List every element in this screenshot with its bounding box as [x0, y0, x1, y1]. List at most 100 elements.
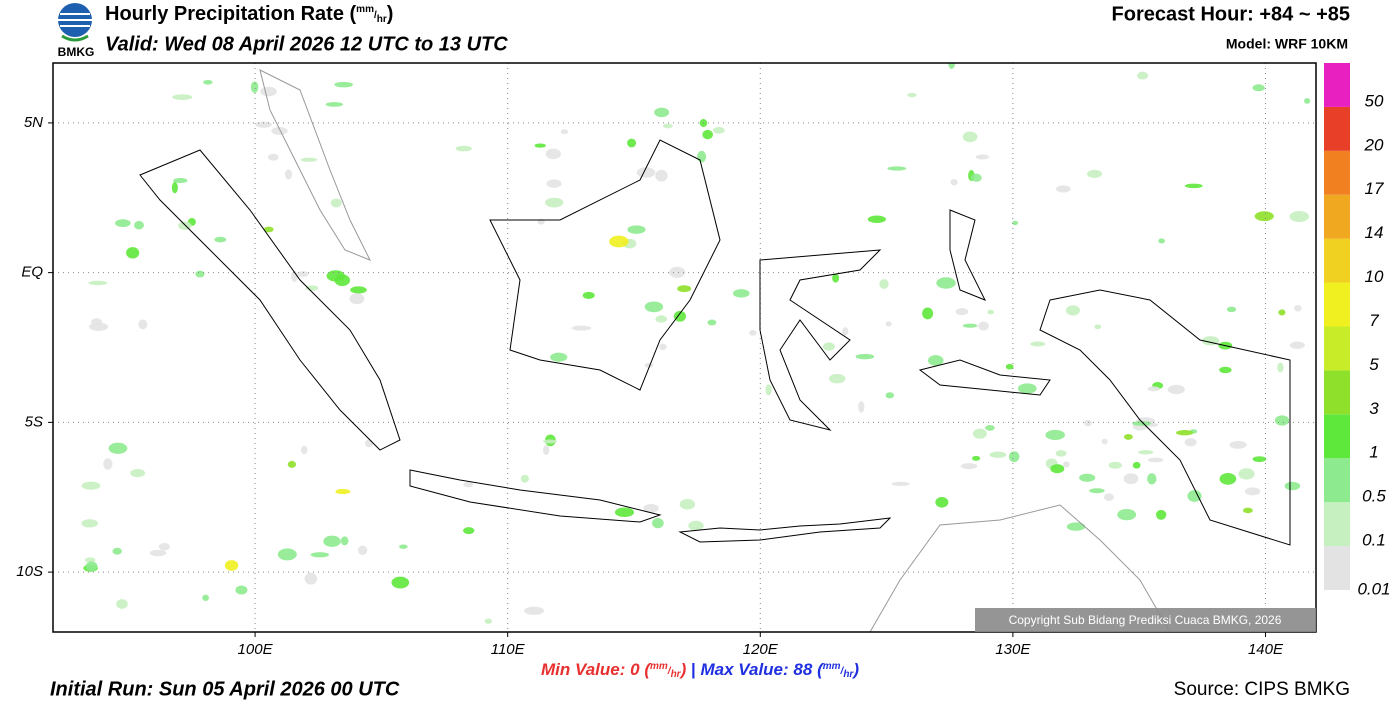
rain-cell: [1289, 210, 1309, 222]
rain-cell: [88, 280, 108, 286]
rain-cell: [1089, 488, 1105, 494]
y-tick-label: 5S: [25, 413, 43, 430]
rain-cell: [81, 481, 101, 490]
unit-num: mm: [823, 661, 841, 672]
graticule: [53, 63, 1316, 632]
rain-cell: [138, 319, 148, 330]
y-tick-label: 5N: [24, 114, 43, 131]
rain-cell: [673, 310, 687, 322]
rain-cell: [749, 329, 757, 336]
rain-cell: [1117, 509, 1137, 521]
rain-cell: [300, 157, 318, 162]
rain-cell: [171, 181, 178, 194]
rain-cell: [463, 482, 474, 488]
rain-cell: [1289, 341, 1305, 349]
logo-leaf: [61, 34, 89, 42]
logo: BMKG: [58, 3, 94, 59]
rain-cell: [1132, 421, 1152, 426]
rain-cell: [885, 392, 895, 399]
rain-cell: [330, 198, 342, 208]
rain-cell: [1226, 306, 1237, 313]
rain-cell: [1094, 324, 1102, 330]
rain-cell: [126, 247, 140, 259]
rain-cell: [614, 507, 635, 518]
colorbar-label: 50: [1365, 91, 1384, 110]
australia: [869, 504, 1171, 632]
colorbar: 0.01 0.1 0.5 1 3 5 7 10 14 17 20 50: [1324, 63, 1391, 598]
rain-cell: [1017, 383, 1037, 394]
rain-cell: [304, 572, 318, 585]
rain-cell: [697, 150, 707, 163]
rain-cell: [1219, 473, 1237, 485]
rain-cell: [297, 271, 309, 278]
rain-cell: [1083, 419, 1092, 427]
model: Model: WRF 10KM: [1226, 36, 1348, 52]
rain-cell: [655, 315, 668, 323]
rain-cell: [948, 63, 955, 69]
title-text: Hourly Precipitation Rate: [105, 3, 344, 25]
rain-cell: [659, 343, 667, 351]
rain-cell: [1147, 457, 1164, 463]
rain-cell: [669, 266, 686, 278]
x-tick-label: 130E: [995, 641, 1031, 658]
unit-slash: /: [840, 666, 845, 677]
rain-cell: [130, 469, 146, 478]
rain-cell: [1132, 461, 1141, 469]
rain-cell: [1242, 507, 1253, 514]
rain-cell: [644, 362, 654, 368]
rain-cell: [609, 235, 629, 248]
unit-slash: /: [374, 10, 377, 21]
rain-cell: [277, 548, 297, 561]
rain-cell: [962, 323, 978, 328]
rain-cell: [702, 129, 713, 140]
rain-cell: [885, 321, 892, 327]
y-tick-label: 10S: [16, 563, 43, 580]
rain-cell: [85, 561, 98, 572]
rain-cell: [975, 154, 990, 160]
rain-cell: [712, 127, 725, 134]
rain-cell: [936, 277, 956, 289]
rain-cell: [1137, 450, 1154, 455]
rain-cell: [1175, 430, 1194, 436]
source: Source: CIPS BMKG: [1174, 679, 1350, 700]
rain-cell: [582, 291, 595, 299]
rain-cell: [987, 309, 995, 315]
unit-num: mm: [650, 661, 668, 672]
rain-cell: [654, 107, 670, 118]
colorbar-segment: [1324, 458, 1350, 503]
rain-cell: [842, 327, 849, 336]
rain-cell: [520, 474, 529, 483]
rain-cell: [560, 129, 569, 135]
rain-cell: [972, 428, 987, 439]
rain-cell: [350, 286, 367, 294]
rain-cell: [1108, 461, 1122, 469]
rain-cell: [627, 138, 637, 148]
unit-open: (: [817, 660, 825, 679]
colorbar-segment: [1324, 106, 1350, 151]
colorbar-segment: [1324, 326, 1350, 371]
rain-cell: [310, 552, 330, 558]
rain-cell: [707, 319, 717, 326]
rain-cell: [173, 178, 188, 184]
rain-cell: [301, 445, 308, 455]
rain-cell: [255, 121, 272, 128]
colorbar-segment: [1324, 150, 1350, 195]
rain-cell: [1167, 384, 1185, 395]
rain-cell: [960, 463, 978, 470]
rain-cell: [962, 131, 978, 143]
rain-cell: [484, 618, 492, 624]
rain-cell: [202, 594, 209, 601]
rain-cell: [214, 236, 227, 243]
malay-peninsula: [259, 69, 372, 261]
colorbar-segment: [1324, 282, 1350, 327]
rain-cell: [323, 535, 341, 547]
rain-cell: [364, 439, 374, 448]
rain-cell: [1008, 451, 1020, 463]
rain-cell: [765, 384, 772, 396]
rain-cell: [1184, 183, 1203, 189]
rain-cell: [545, 148, 561, 160]
rain-cell: [679, 498, 696, 510]
rain-cell: [158, 543, 170, 551]
colorbar-label: 17: [1365, 179, 1384, 198]
